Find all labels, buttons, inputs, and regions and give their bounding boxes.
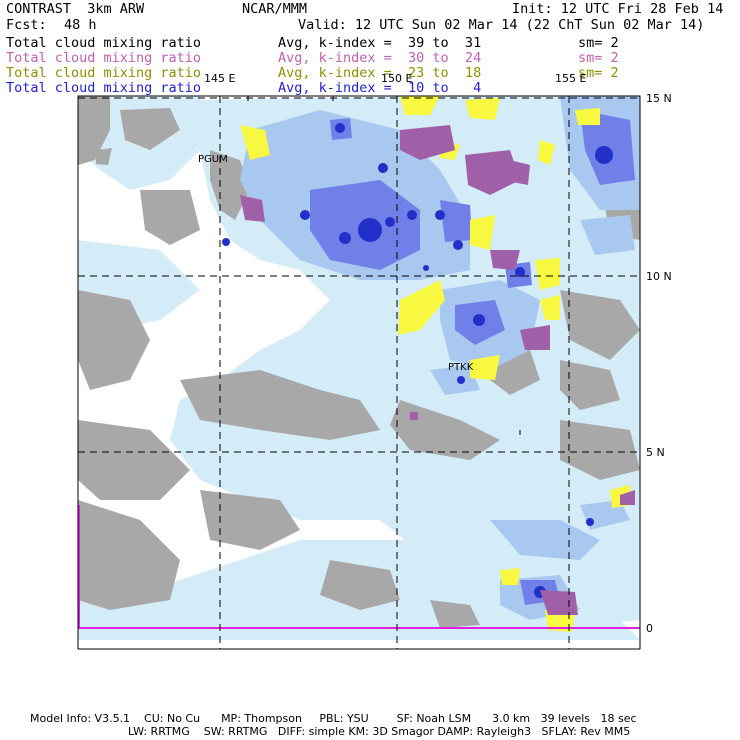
center-title: NCAR/MMM <box>242 1 308 17</box>
lat-label-10n: 10 N <box>646 270 672 283</box>
field-avg-1: Avg, k-index = 39 to 31 <box>278 35 482 51</box>
station-label-pgum: PGUM <box>198 154 228 165</box>
top-tick-marks <box>247 96 521 435</box>
field-sm-1: sm= 2 <box>578 35 619 51</box>
fcst-value: 48 h <box>64 17 97 33</box>
purple-layer <box>240 125 635 615</box>
init-time: Init: 12 UTC Fri 28 Feb 14 <box>512 1 724 17</box>
lat-label-0: 0 <box>646 622 653 635</box>
lat-label-5n: 5 N <box>646 446 665 459</box>
dark-blue-core-layer <box>222 115 613 598</box>
valid-time: Valid: 12 UTC Sun 02 Mar 14 (22 ChT Sun … <box>298 17 705 33</box>
map-frame <box>77 95 641 650</box>
lon-label-150: 150 E <box>381 72 412 85</box>
model-title: CONTRAST 3km ARW <box>6 1 145 17</box>
field-name-1: Total cloud mixing ratio <box>6 35 202 51</box>
field-avg-2: Avg, k-index = 30 to 24 <box>278 50 482 66</box>
field-avg-3: Avg, k-index = 23 to 18 <box>278 65 482 81</box>
lat-label-15n: 15 N <box>646 92 672 105</box>
model-info-line-1: Model Info: V3.5.1 CU: No Cu MP: Thompso… <box>30 712 637 725</box>
station-label-ptkk: PTKK <box>448 362 474 373</box>
lon-label-145: 145 E <box>204 72 235 85</box>
domain-boundary <box>78 505 640 629</box>
field-sm-2: sm= 2 <box>578 50 619 66</box>
model-info-line-2: LW: RRTMG SW: RRTMG DIFF: simple KM: 3D … <box>128 725 631 738</box>
field-avg-4: Avg, k-index = 10 to 4 <box>278 80 482 96</box>
yellow-layer <box>240 96 632 632</box>
lat-lon-grid <box>78 96 640 649</box>
field-name-3: Total cloud mixing ratio <box>6 65 202 81</box>
lon-label-155: 155 E <box>555 72 586 85</box>
field-sm-3: sm= 2 <box>578 65 619 81</box>
field-name-4: Total cloud mixing ratio <box>6 80 202 96</box>
fcst-label: Fcst: <box>6 17 47 33</box>
field-name-2: Total cloud mixing ratio <box>6 50 202 66</box>
